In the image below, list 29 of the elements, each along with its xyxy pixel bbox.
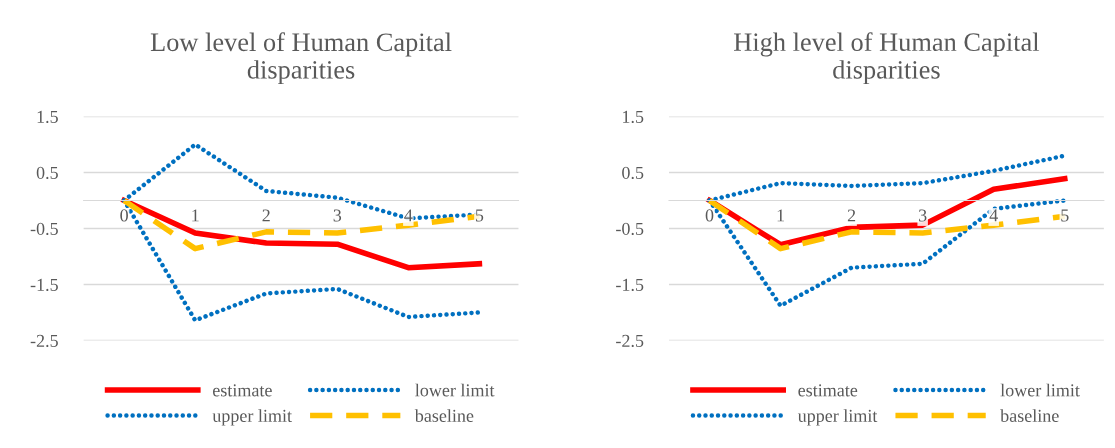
x-tick-label: 4 [989,209,998,222]
legend-label: estimate [213,384,272,397]
x-tick-label: 3 [333,209,342,222]
y-tick-label: -2.5 [616,334,644,347]
legend-label: upper limit [212,409,292,426]
legend-label: lower limit [1000,383,1080,397]
legend-label: baseline [1000,409,1059,422]
y-tick-label: 1.5 [37,110,58,123]
y-tick-label: -1.5 [30,278,58,291]
y-tick-label: 0.5 [36,166,58,179]
x-tick-label: 1 [192,209,199,222]
x-tick-label: 0 [120,209,128,222]
legend-label: estimate [798,384,858,397]
x-tick-label: 2 [847,209,856,222]
chart-title: Low level of Human Capital disparities [150,32,452,85]
x-tick-label: 2 [262,209,270,222]
y-tick-label: -0.5 [616,222,644,235]
y-tick-label: -2.5 [30,334,58,347]
y-tick-label: 1.5 [623,110,644,123]
x-tick-label: 0 [705,209,714,222]
legend-label: baseline [414,409,474,422]
chart-title: High level of Human Capital disparities [734,32,1040,85]
y-tick-label: -1.5 [616,278,644,291]
x-tick-label: 3 [919,209,927,222]
y-tick-label: -0.5 [30,222,58,235]
legend-label: lower limit [415,383,495,397]
y-tick-label: 0.5 [622,166,644,179]
legend-label: upper limit [797,409,878,426]
x-tick-label: 1 [777,209,784,222]
